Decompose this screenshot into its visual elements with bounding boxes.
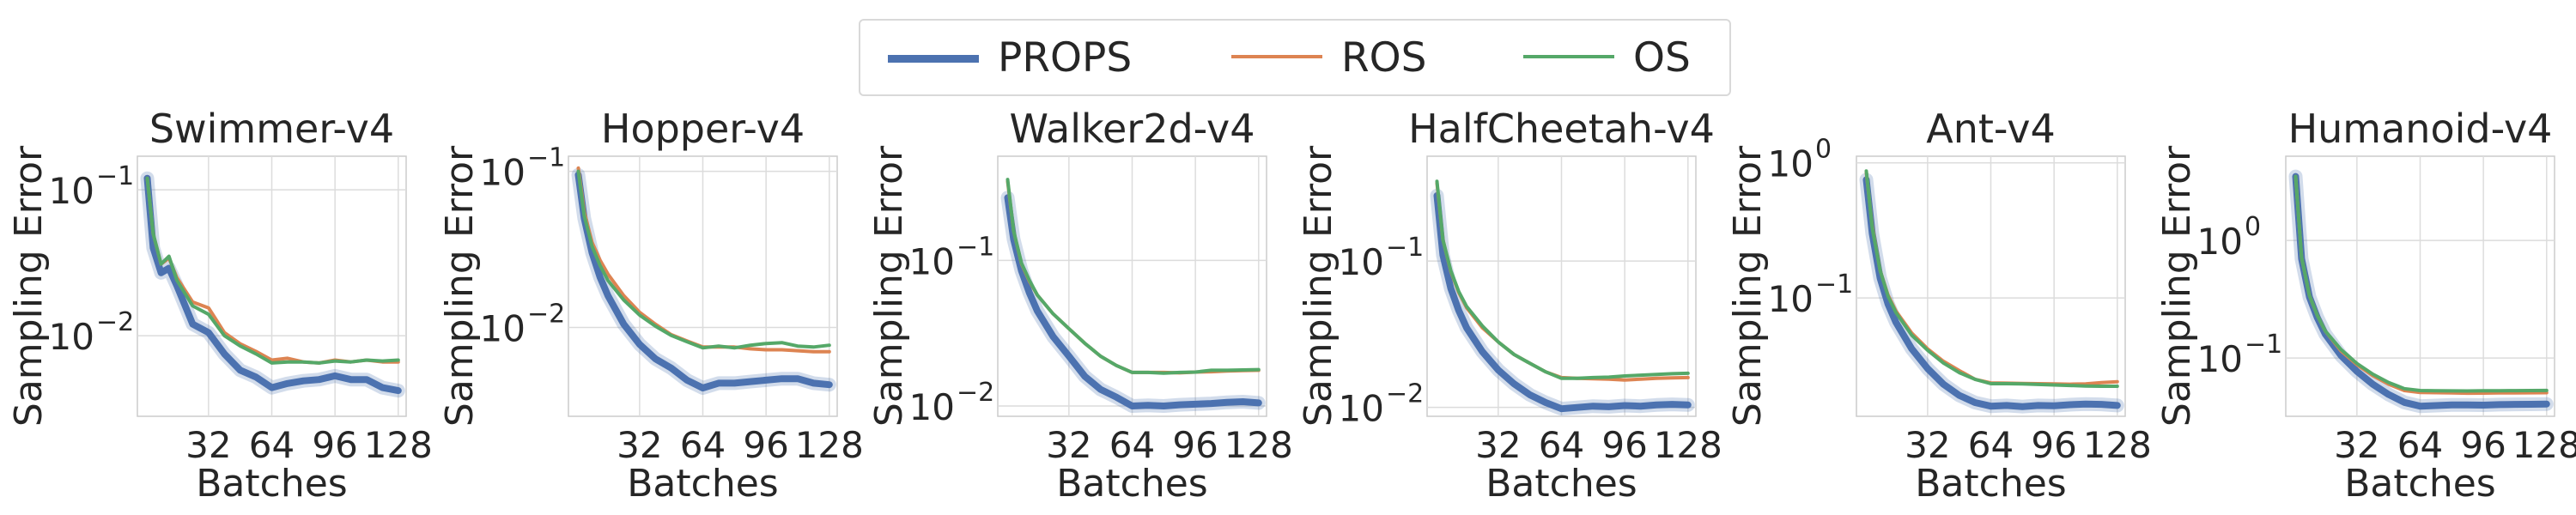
- chart-title: HalfCheetah-v4: [1408, 106, 1715, 152]
- x-tick-label: 128: [2512, 424, 2576, 466]
- x-tick-label: 96: [312, 424, 357, 466]
- y-tick-exponent: −1: [1386, 233, 1424, 263]
- y-tick-label: 10: [909, 386, 955, 428]
- legend-label-os: OS: [1633, 34, 1691, 82]
- x-tick-label: 32: [2334, 424, 2379, 466]
- series-line-props: [574, 171, 833, 391]
- chart-title: Ant-v4: [1926, 106, 2056, 152]
- y-tick-label: 10: [2197, 338, 2243, 380]
- y-tick-label: 10: [1339, 388, 1384, 430]
- x-tick-label: 128: [1654, 424, 1722, 466]
- chart-title: Humanoid-v4: [2288, 106, 2553, 152]
- x-axis-label: Batches: [1056, 462, 1207, 506]
- x-tick-label: 128: [1224, 424, 1293, 466]
- chart-title: Swimmer-v4: [149, 106, 394, 152]
- x-tick-label: 128: [364, 424, 433, 466]
- y-tick-label: 10: [480, 152, 526, 194]
- series-line-props: [143, 174, 402, 395]
- x-tick-label: 64: [249, 424, 295, 466]
- x-axis-label: Batches: [627, 462, 778, 506]
- x-tick-label: 32: [1475, 424, 1521, 466]
- legend-line-props: [888, 55, 979, 63]
- x-axis-label: Batches: [2344, 462, 2495, 506]
- x-tick-label: 64: [680, 424, 726, 466]
- x-tick-label: 32: [1046, 424, 1091, 466]
- series-line-os: [1435, 179, 1690, 380]
- x-tick-label: 64: [1968, 424, 2014, 466]
- y-tick-label: 10: [909, 240, 955, 282]
- legend: PROPS ROS OS: [859, 19, 1731, 96]
- x-axis-label: Batches: [1915, 462, 2066, 506]
- x-tick-label: 64: [2397, 424, 2443, 466]
- x-tick-label: 96: [1172, 424, 1218, 466]
- chart-title: Walker2d-v4: [1009, 106, 1255, 152]
- y-tick-exponent: 0: [2245, 212, 2261, 242]
- y-tick-exponent: −2: [96, 307, 134, 337]
- series-line-os: [1864, 169, 2119, 388]
- y-tick-label: 10: [1768, 143, 1814, 185]
- chart-title: Hopper-v4: [601, 106, 805, 152]
- series-line-os: [576, 169, 831, 350]
- legend-label-props: PROPS: [998, 34, 1133, 82]
- y-axis-label: Sampling Error: [7, 145, 51, 427]
- y-tick-label: 10: [49, 316, 94, 358]
- y-axis-label: Sampling Error: [867, 145, 911, 427]
- y-tick-exponent: −1: [96, 161, 134, 191]
- x-tick-label: 32: [1905, 424, 1950, 466]
- y-tick-exponent: −2: [1386, 379, 1424, 409]
- y-tick-label: 10: [1339, 241, 1384, 283]
- y-tick-exponent: −1: [2245, 330, 2282, 360]
- x-tick-label: 128: [795, 424, 864, 466]
- x-tick-label: 32: [617, 424, 662, 466]
- y-axis-label: Sampling Error: [1726, 145, 1770, 427]
- x-axis-label: Batches: [196, 462, 347, 506]
- y-tick-label: 10: [480, 308, 526, 350]
- series-line-props: [1862, 176, 2121, 410]
- series-line-os: [2293, 174, 2549, 393]
- x-tick-label: 64: [1109, 424, 1155, 466]
- y-tick-exponent: −1: [957, 232, 994, 262]
- y-tick-exponent: −1: [527, 143, 565, 173]
- y-tick-exponent: −1: [1815, 270, 1853, 300]
- x-tick-label: 96: [743, 424, 788, 466]
- series-line-props: [1433, 191, 1692, 413]
- y-axis-label: Sampling Error: [438, 145, 482, 427]
- y-tick-label: 10: [1768, 278, 1814, 320]
- x-tick-label: 64: [1539, 424, 1584, 466]
- legend-line-os: [1523, 55, 1614, 58]
- y-tick-label: 10: [49, 170, 94, 212]
- series-line-props: [1004, 194, 1262, 409]
- y-tick-exponent: 0: [1815, 135, 1832, 165]
- x-tick-label: 96: [2460, 424, 2506, 466]
- x-tick-label: 96: [1601, 424, 1647, 466]
- y-tick-exponent: −2: [527, 300, 565, 330]
- y-tick-label: 10: [2197, 221, 2243, 263]
- legend-label-ros: ROS: [1341, 34, 1427, 82]
- x-tick-label: 128: [2083, 424, 2152, 466]
- series-line-os: [145, 176, 400, 365]
- y-axis-label: Sampling Error: [2155, 145, 2199, 427]
- y-axis-label: Sampling Error: [1297, 145, 1340, 427]
- x-tick-label: 32: [185, 424, 231, 466]
- x-tick-label: 96: [2031, 424, 2076, 466]
- series-line-os: [1005, 178, 1261, 375]
- y-tick-exponent: −2: [957, 378, 994, 408]
- legend-line-ros: [1231, 55, 1322, 58]
- x-axis-label: Batches: [1485, 462, 1637, 506]
